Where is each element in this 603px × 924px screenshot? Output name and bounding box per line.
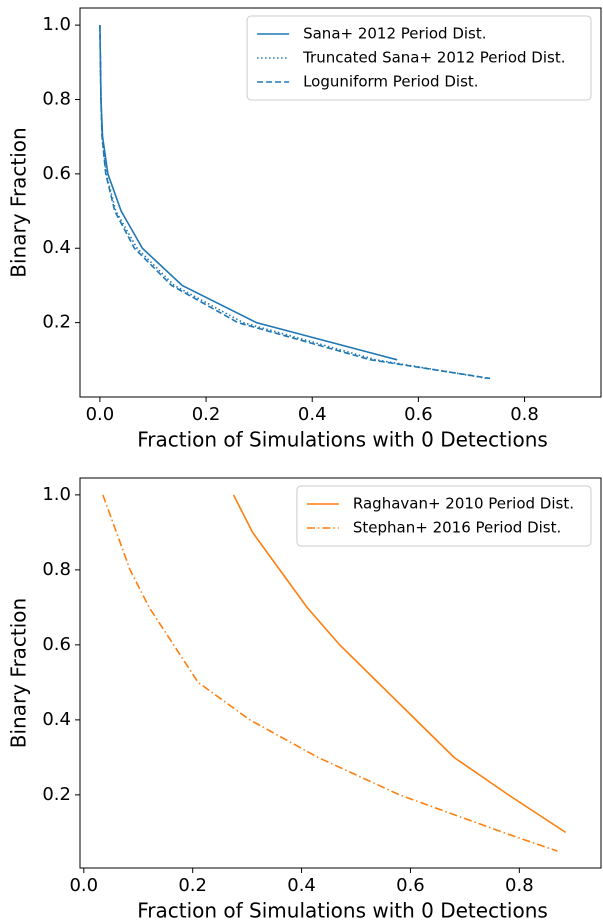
y-axis-label: Binary Fraction [7, 127, 31, 277]
series-line [232, 494, 567, 834]
y-tick-label: 0.4 [42, 709, 71, 730]
y-tick-label: 0.8 [42, 88, 71, 109]
plot-frame [79, 477, 602, 869]
legend-label: Stephan+ 2016 Period Dist. [353, 519, 561, 537]
plot-frame [79, 7, 602, 398]
x-tick-label: 0.2 [178, 875, 207, 896]
legend-label: Sana+ 2012 Period Dist. [303, 25, 486, 43]
y-tick-label: 0.4 [42, 237, 71, 258]
x-axis-label: Fraction of Simulations with 0 Detection… [137, 428, 548, 452]
legend: Sana+ 2012 Period Dist. Truncated Sana+ 2… [246, 15, 592, 101]
legend-label: Loguniform Period Dist. [303, 73, 478, 91]
y-axis-label: Binary Fraction [7, 598, 31, 748]
legend-box [296, 485, 592, 547]
y-tick-label: 0.2 [42, 312, 71, 333]
x-tick-label: 0.6 [396, 875, 425, 896]
y-tick-label: 0.6 [42, 634, 71, 655]
x-tick-label: 0.4 [298, 404, 327, 425]
x-tick-label: 0.6 [404, 404, 433, 425]
x-tick-label: 0.8 [505, 875, 534, 896]
x-tick-label: 0.2 [192, 404, 221, 425]
y-tick-label: 0.2 [42, 784, 71, 805]
legend-label: Truncated Sana+ 2012 Period Dist. [302, 49, 565, 67]
legend: Raghavan+ 2010 Period Dist. Stephan+ 2016… [296, 485, 592, 547]
legend-label: Raghavan+ 2010 Period Dist. [353, 495, 574, 513]
y-tick-label: 1.0 [42, 484, 71, 505]
x-tick-label: 0.0 [69, 875, 98, 896]
series-line [102, 494, 558, 852]
series-line [99, 62, 488, 380]
legend-box [246, 15, 592, 101]
y-tick-label: 1.0 [42, 14, 71, 35]
y-tick-label: 0.8 [42, 559, 71, 580]
x-tick-label: 0.8 [510, 404, 539, 425]
y-tick-label: 0.6 [42, 163, 71, 184]
x-axis-label: Fraction of Simulations with 0 Detection… [137, 899, 548, 923]
x-tick-label: 0.4 [287, 875, 316, 896]
x-tick-label: 0.0 [86, 404, 115, 425]
